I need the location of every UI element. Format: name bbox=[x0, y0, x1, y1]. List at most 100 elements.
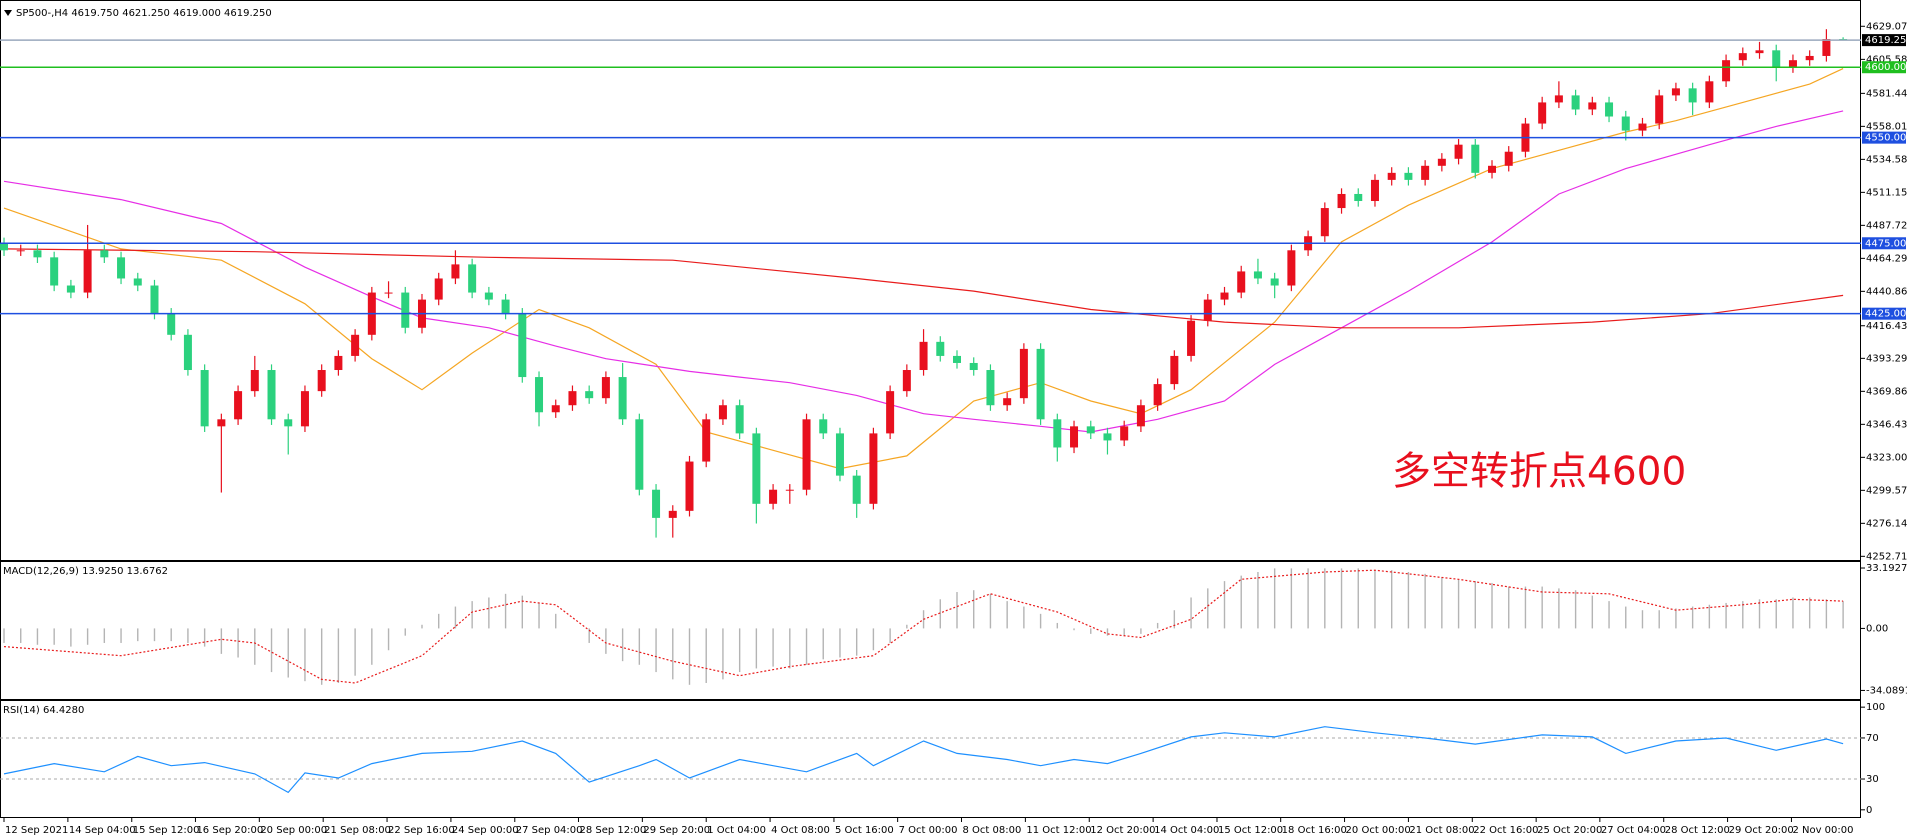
macd-bar bbox=[1357, 568, 1359, 629]
macd-bar bbox=[1675, 608, 1677, 629]
macd-bar bbox=[1474, 581, 1476, 629]
signal-line bbox=[3, 569, 1844, 684]
macd-bar bbox=[1390, 570, 1393, 629]
rsi-title: RSI(14) 64.4280 bbox=[3, 705, 84, 716]
candle-body bbox=[902, 370, 911, 392]
x-tick-label: 28 Oct 12:00 bbox=[1665, 825, 1730, 836]
candle-body bbox=[601, 377, 610, 399]
candle-body bbox=[1053, 419, 1062, 448]
macd-bar bbox=[1457, 579, 1460, 629]
x-tick-label: 29 Sep 20:00 bbox=[643, 825, 710, 836]
candle-body bbox=[334, 355, 343, 371]
y-tick-label: 0.00 bbox=[1866, 623, 1888, 634]
macd-bar bbox=[1273, 568, 1276, 629]
candle-body bbox=[535, 377, 544, 413]
macd-bar bbox=[521, 595, 524, 629]
candle-body bbox=[919, 341, 928, 371]
candle-body bbox=[1671, 88, 1680, 96]
macd-bar bbox=[1073, 628, 1075, 631]
macd-bar bbox=[889, 628, 891, 643]
level-label: 4619.250 bbox=[1865, 35, 1907, 46]
macd-bar bbox=[1006, 601, 1008, 629]
y-tick-label: 33.1927 bbox=[1866, 563, 1907, 574]
level-label-box bbox=[1862, 237, 1906, 250]
y-tick-label: 0 bbox=[1866, 805, 1872, 816]
y-tick-label: 4252.710 bbox=[1866, 551, 1907, 562]
macd-bar bbox=[722, 628, 724, 680]
macd-bar bbox=[1825, 599, 1828, 629]
macd-bar bbox=[789, 628, 791, 669]
candle-body bbox=[1554, 95, 1563, 103]
macd-bar bbox=[454, 606, 457, 629]
macd-bar bbox=[320, 628, 323, 685]
level-label: 4600.000 bbox=[1865, 62, 1907, 73]
macd-bar bbox=[989, 593, 992, 629]
level-label-box bbox=[1862, 131, 1906, 144]
candle-body bbox=[819, 419, 828, 434]
macd-bar bbox=[387, 628, 390, 651]
y-tick-label: 4416.430 bbox=[1866, 321, 1907, 332]
chart-title: SP500-,H4 4619.750 4621.250 4619.000 461… bbox=[16, 8, 272, 19]
candle-body bbox=[284, 419, 293, 427]
macd-bar bbox=[1240, 575, 1242, 629]
y-tick-label: 4440.860 bbox=[1866, 286, 1907, 297]
macd-bar bbox=[354, 628, 356, 676]
x-tick-label: 18 Oct 16:00 bbox=[1282, 825, 1347, 836]
macd-bar bbox=[872, 628, 875, 651]
macd-bar bbox=[1140, 628, 1142, 634]
candle-body bbox=[1504, 151, 1513, 166]
macd-bar bbox=[1524, 586, 1527, 629]
macd-bar bbox=[855, 628, 858, 656]
y-tick-label: 4276.140 bbox=[1866, 518, 1907, 529]
macd-bar bbox=[939, 599, 941, 629]
y-tick-label: 30 bbox=[1866, 774, 1879, 785]
macd-bar bbox=[805, 628, 808, 665]
candle-body bbox=[635, 419, 644, 490]
candle-body bbox=[802, 419, 811, 490]
macd-bar bbox=[1541, 586, 1543, 629]
macd-bar bbox=[1257, 572, 1259, 629]
macd-bar bbox=[1842, 601, 1844, 629]
macd-bar bbox=[772, 628, 774, 667]
macd-bar bbox=[973, 590, 975, 629]
macd-bar bbox=[1424, 573, 1426, 629]
macd-bar bbox=[153, 628, 156, 642]
macd-bar bbox=[1691, 606, 1694, 629]
candle-body bbox=[1387, 172, 1396, 180]
macd-bar bbox=[1307, 568, 1309, 629]
level-label: 4550.000 bbox=[1865, 133, 1907, 144]
macd-bar bbox=[672, 628, 674, 680]
macd-bar bbox=[1658, 610, 1660, 629]
candle-body bbox=[150, 285, 159, 314]
x-tick-label: 22 Oct 16:00 bbox=[1473, 825, 1538, 836]
candle-body bbox=[66, 285, 75, 293]
candle-body bbox=[1571, 95, 1580, 110]
macd-bar bbox=[956, 592, 958, 629]
candle-body bbox=[668, 510, 677, 518]
macd-bar bbox=[1574, 590, 1577, 629]
x-tick-label: 12 Sep 2021 bbox=[5, 825, 68, 836]
candle-body bbox=[267, 370, 276, 420]
y-tick-label: 4464.290 bbox=[1866, 253, 1907, 264]
candle-body bbox=[1003, 398, 1012, 406]
x-tick-label: 5 Oct 16:00 bbox=[835, 825, 894, 836]
x-tick-label: 21 Oct 08:00 bbox=[1409, 825, 1474, 836]
moving-average bbox=[3, 248, 1844, 329]
y-tick-label: 4487.720 bbox=[1866, 220, 1907, 231]
macd-bar bbox=[70, 628, 72, 647]
candle-body bbox=[451, 264, 460, 279]
candle-body bbox=[718, 405, 727, 420]
candle-body bbox=[1755, 50, 1764, 54]
macd-bar bbox=[1558, 588, 1560, 629]
candle-body bbox=[735, 405, 744, 434]
collapse-icon bbox=[4, 10, 12, 16]
candle-body bbox=[167, 313, 176, 335]
candle-body bbox=[1822, 39, 1831, 56]
candle-body bbox=[501, 299, 510, 314]
macd-bar bbox=[187, 628, 189, 643]
candle-body bbox=[952, 355, 961, 363]
candle-body bbox=[1136, 405, 1145, 427]
candle-body bbox=[1538, 102, 1547, 124]
macd-bar bbox=[1324, 568, 1326, 629]
